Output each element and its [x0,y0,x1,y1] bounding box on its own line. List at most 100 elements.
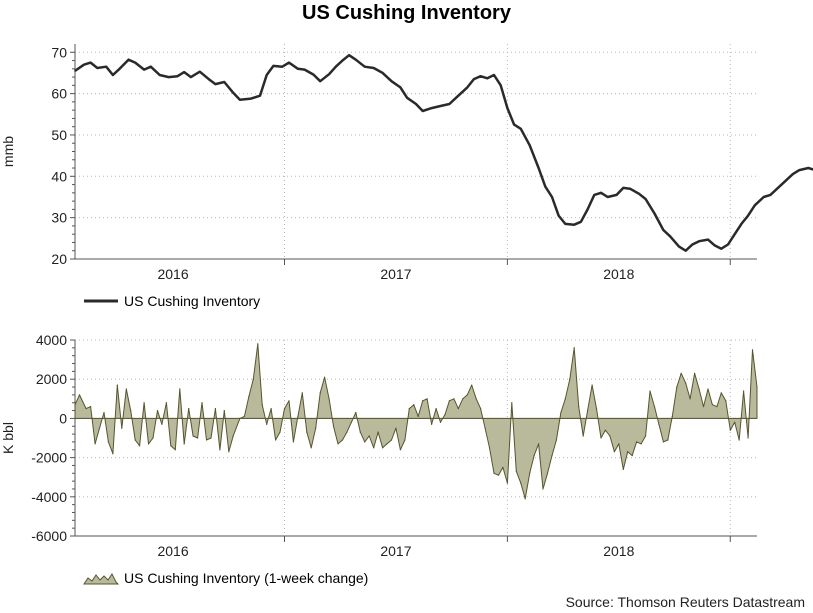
data-point [448,103,451,105]
data-point [404,439,406,441]
data-point [488,447,491,449]
data-point [729,429,731,431]
data-point [134,61,136,64]
y-tick-label: -2000 [31,450,67,466]
data-point [328,73,330,75]
data-point [261,404,263,406]
data-point [161,423,163,425]
data-point [564,398,566,400]
legend-top: US Cushing Inventory [84,293,260,309]
data-point [98,427,101,429]
data-point [382,447,384,449]
data-point [125,388,127,390]
data-point [150,65,152,68]
data-point [183,443,185,445]
y-tick-label: 70 [51,44,67,60]
data-point [627,451,629,453]
data-point [698,388,700,390]
data-point [538,443,540,445]
data-point [346,431,348,433]
data-point [662,441,665,443]
data-point [381,72,384,74]
data-point [593,194,596,196]
data-point [210,437,212,439]
data-point [734,421,736,423]
data-point [199,70,201,73]
data-point [629,187,631,190]
data-point [319,392,321,394]
data-point [105,65,107,68]
data-point [613,451,616,453]
data-point [776,187,778,190]
series-line [74,53,813,252]
data-point [228,451,230,453]
data-point [636,441,638,443]
data-point [310,447,312,449]
data-point [555,439,558,441]
data-point [678,245,680,248]
data-point [546,472,549,474]
data-point [413,404,415,406]
y-axis-title: mmb [0,136,16,167]
data-point [439,421,442,423]
data-point [219,449,221,451]
data-point [453,398,455,400]
chart-title: US Cushing Inventory [302,2,511,24]
data-point [662,229,665,231]
data-point [417,415,419,417]
data-point [399,86,402,89]
data-point [743,390,745,392]
data-point [107,441,109,443]
data-point [515,470,517,472]
data-point [431,423,433,425]
data-point [257,343,259,345]
data-point [183,71,185,73]
data-point [631,455,633,457]
data-point [473,78,475,80]
data-point [90,406,92,408]
data-point [557,214,560,217]
data-point [645,435,647,437]
y-tick-label: 20 [51,251,67,267]
data-point [288,400,290,402]
data-point [279,431,281,433]
y-axis-title: K bbl [0,422,16,454]
data-point [373,447,375,449]
data-point [747,214,749,217]
data-point [499,84,502,87]
data-point [573,347,575,349]
data-point [275,439,277,441]
data-point [711,404,714,406]
data-point [586,208,589,211]
data-point [350,421,352,423]
data-point [740,223,743,225]
data-point [430,107,433,109]
data-point [475,398,477,400]
data-point [192,435,194,437]
data-point [564,223,567,225]
data-point [386,443,388,445]
y-tick-label: -4000 [31,489,67,505]
data-point [684,249,687,252]
data-point [448,400,450,402]
data-point [335,65,337,68]
data-point [422,400,424,402]
data-point [622,468,624,470]
data-point [74,404,76,406]
data-point [506,107,509,109]
top-line-chart: 20 30 40 50 60 70 2016 2017 2018 mmb [0,44,813,282]
y-tick-label: 30 [51,210,67,226]
data-point [560,411,562,414]
data-point [542,488,544,490]
data-point [112,453,114,455]
data-point [471,384,473,386]
data-point [341,439,344,441]
data-point [270,408,272,410]
data-point [466,394,468,396]
data-point [713,244,716,247]
legend-label-area: US Cushing Inventory (1-week change) [124,570,368,586]
data-point [130,410,132,412]
data-point [762,196,765,198]
data-point [377,431,379,433]
